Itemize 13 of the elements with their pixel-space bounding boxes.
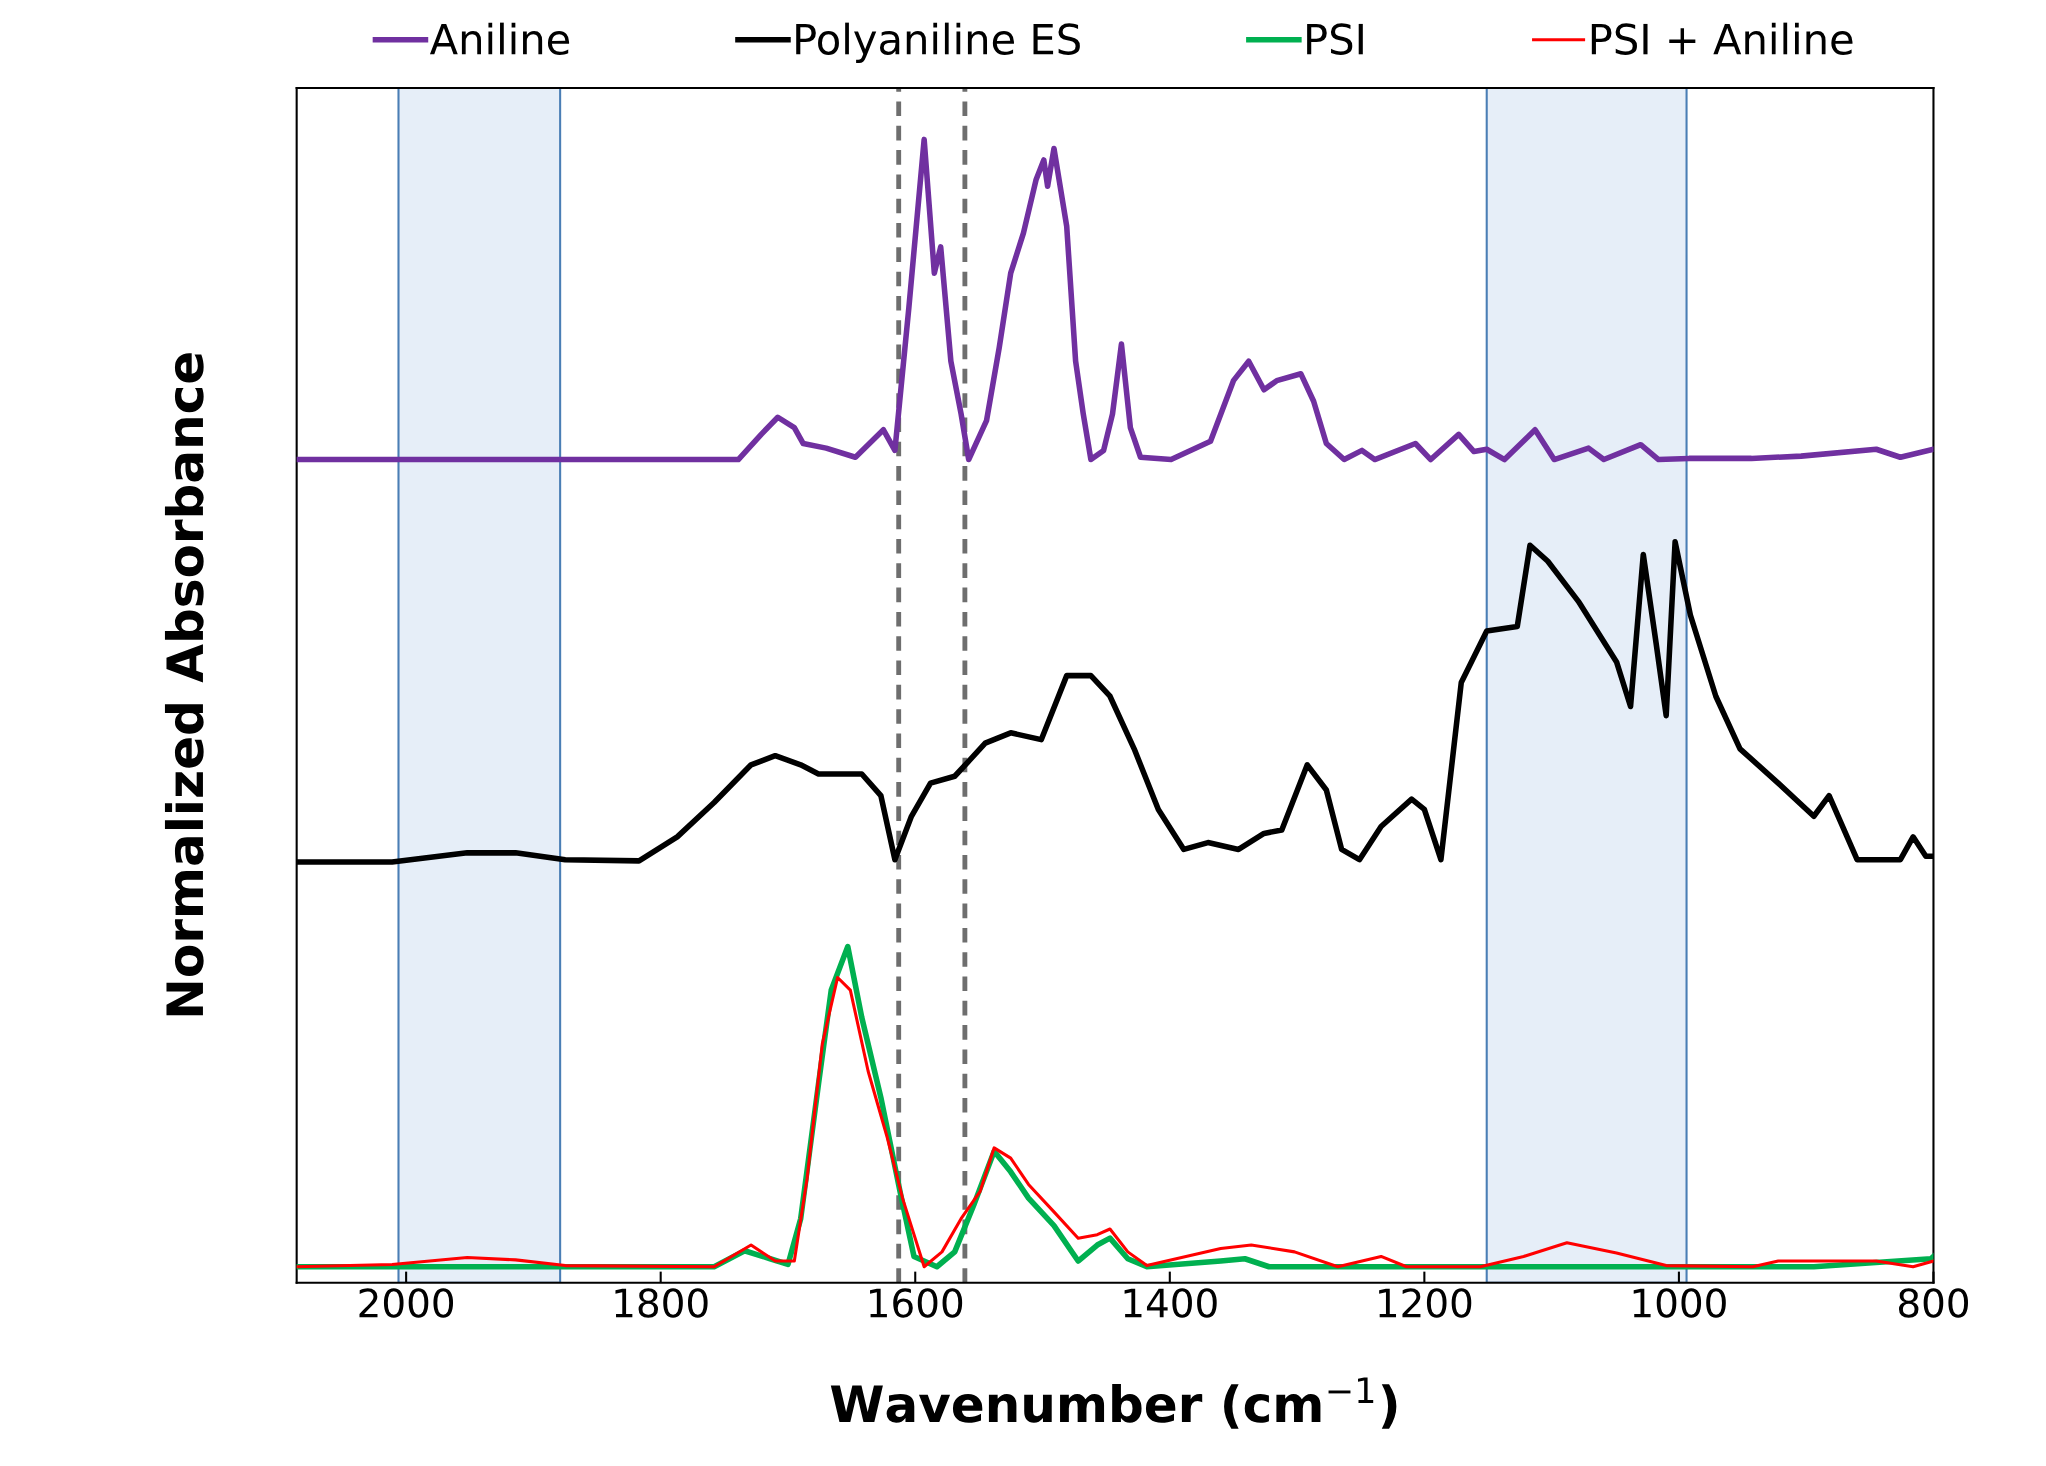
legend-label: Aniline	[429, 22, 570, 55]
x-tick-label: 800	[1898, 1288, 1968, 1318]
x-tick-label: 1200	[1379, 1288, 1472, 1318]
y-axis-title: Normalized Absorbance	[164, 353, 204, 1016]
x-tick-label: 1400	[1124, 1288, 1217, 1318]
x-tick-label: 1600	[870, 1288, 963, 1318]
x-tick-label: 2000	[359, 1288, 454, 1318]
x-axis-title: Wavenumber (cm$^{−1}$)	[830, 1377, 1397, 1429]
x-tick-label: 1000	[1633, 1288, 1726, 1318]
legend-label: Polyaniline ES	[796, 22, 1080, 63]
x-tick-label: 1800	[615, 1288, 708, 1318]
legend-label: PSI	[1307, 23, 1363, 55]
legend-label: PSI + Aniline	[1591, 22, 1853, 55]
